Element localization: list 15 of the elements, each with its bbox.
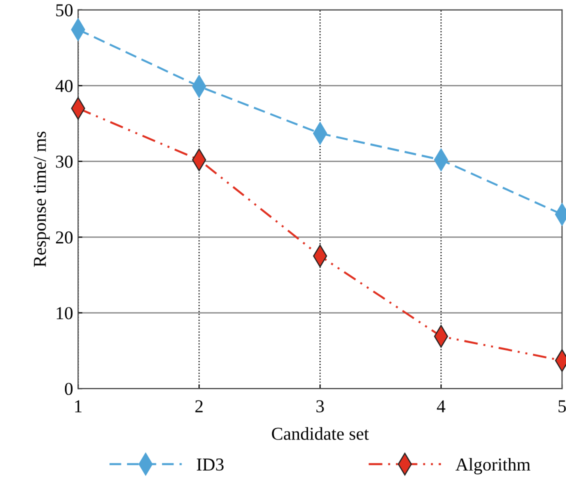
x-tick-label: 3 bbox=[316, 400, 324, 412]
x-axis-title: Candidate set bbox=[272, 427, 369, 440]
x-tick-label: 5 bbox=[558, 400, 566, 412]
y-tick-label: 50 bbox=[56, 4, 73, 16]
x-tick-label: 1 bbox=[75, 400, 82, 412]
legend-label: Algorithm bbox=[456, 458, 530, 474]
x-tick-label: 4 bbox=[436, 400, 446, 412]
x-tick-label: 2 bbox=[195, 400, 203, 412]
y-axis-title: Response time/ ms bbox=[34, 132, 50, 267]
y-tick-label: 40 bbox=[56, 80, 73, 92]
legend-label: ID3 bbox=[196, 458, 224, 471]
y-tick-label: 30 bbox=[56, 156, 73, 168]
y-tick-label: 20 bbox=[56, 231, 73, 244]
y-tick-label: 0 bbox=[64, 382, 73, 396]
y-tick-label: 10 bbox=[56, 307, 73, 320]
